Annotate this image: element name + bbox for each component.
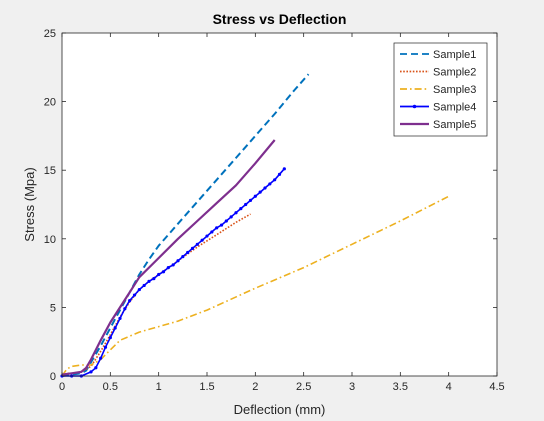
x-tick-label: 0 [59,381,65,393]
series-point-sample4 [273,178,277,182]
axes-box [61,32,498,377]
y-tick-label: 15 [44,165,56,177]
series-point-sample4 [118,316,122,320]
series-point-sample4 [123,307,127,311]
series-point-sample4 [190,246,195,251]
series-point-sample4 [215,226,219,230]
legend-label-sample1: Sample1 [433,49,476,61]
legend-marker [412,104,417,109]
series-point-sample4 [171,263,175,267]
x-tick-label: 2 [252,381,258,393]
series-point-sample4 [268,182,272,186]
y-tick-label: 20 [44,97,56,109]
series-point-sample4 [224,219,228,223]
series-point-sample4 [103,345,108,349]
series-point-sample4 [219,223,224,227]
series-point-sample4 [210,230,214,234]
series-point-sample4 [263,186,267,190]
series-point-sample4 [205,234,209,238]
series-point-sample4 [137,287,141,292]
series-point-sample4 [89,370,93,374]
x-axis-ticks: 0 0.5 1 1.5 2 2.5 3 3.5 4 4.5 [59,33,505,393]
series-point-sample4 [147,279,151,283]
series-point-sample4 [181,255,185,259]
series-line-sample5 [61,139,276,376]
series-point-sample4 [113,326,117,330]
series-point-sample4 [239,207,243,211]
axes-frame [61,32,498,377]
legend-box [393,42,488,137]
legend-label-sample3: Sample3 [433,84,476,96]
series-point-sample4 [200,238,204,242]
legend-label-sample4: Sample4 [433,102,476,114]
y-tick-label: 0 [50,371,56,383]
x-tick-label: 3.5 [393,381,408,393]
chart-title: Stress vs Deflection [213,11,347,27]
x-tick-label: 0.5 [103,381,118,393]
series-point-sample4 [282,167,286,171]
x-tick-label: 2.5 [296,381,311,393]
y-tick-label: 25 [44,28,56,40]
series-point-sample4 [258,190,262,194]
legend-label-sample2: Sample2 [433,67,476,79]
y-axis-ticks: 0 5 10 15 20 25 [44,28,497,383]
series-point-sample4 [94,366,98,370]
series-point-sample4 [244,202,248,207]
legend: Sample1 Sample2 Sample3 Sample4 Sample5 [393,42,488,137]
x-tick-label: 3 [349,381,355,393]
series-point-sample4 [152,276,156,281]
series-point-sample4 [157,272,161,277]
series-point-sample4 [195,242,199,246]
y-tick-label: 10 [44,234,56,246]
x-tick-label: 1 [156,381,162,393]
series-point-sample4 [234,211,238,215]
series-point-sample4 [277,172,282,176]
series-point-sample4 [142,283,146,288]
series-point-sample4 [186,250,190,255]
series-point-sample4 [166,266,170,270]
series-point-sample4 [128,298,132,303]
series-lines [60,73,450,378]
x-axis-label: Deflection (mm) [234,402,326,417]
series-point-sample4 [248,198,253,202]
x-tick-label: 4.5 [489,381,504,393]
series-point-sample4 [161,270,166,274]
series-point-sample4 [253,194,257,198]
series-point-sample4 [176,259,180,263]
y-axis-label: Stress (Mpa) [22,167,37,241]
series-point-sample4 [99,356,103,360]
series-line-sample3 [61,195,450,377]
series-point-sample4 [108,335,112,340]
series-point-sample4 [229,215,233,219]
x-tick-label: 4 [446,381,452,393]
legend-label-sample5: Sample5 [433,119,476,131]
series-point-sample4 [132,293,137,297]
x-tick-label: 1.5 [199,381,214,393]
y-tick-label: 5 [50,302,56,314]
